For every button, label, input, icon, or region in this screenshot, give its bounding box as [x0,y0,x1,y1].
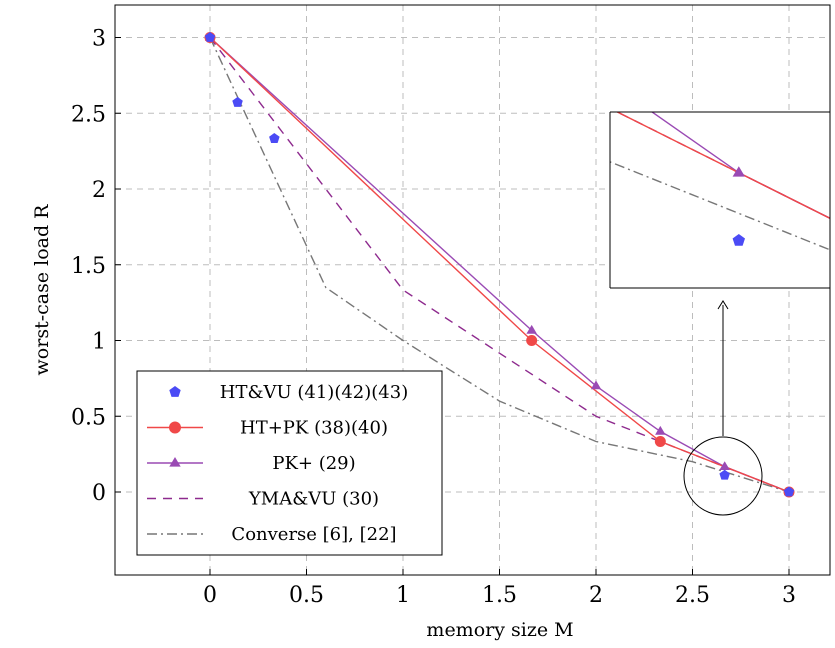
series-1-point-2 [654,436,666,448]
legend-label-3: YMA&VU (30) [248,489,379,510]
legend-entry-3: YMA&VU (30) [147,489,379,510]
legend-marker-0 [169,386,181,397]
x-axis-label: memory size M [426,619,573,641]
legend-entry-4: Converse [6], [22] [147,524,397,545]
y-tick-label-3: 1.5 [71,254,106,279]
series-2-point-4 [719,461,730,470]
x-tick-label-2: 1 [396,583,410,608]
x-tick-label-6: 3 [782,583,796,608]
zoom-circle [683,436,763,516]
legend: HT&VU (41)(42)(43) HT+PK (38)(40) PK+ (29)… [136,370,443,556]
series-0-point-1 [232,96,243,107]
y-tick-label-6: 3 [92,27,106,52]
series-layer [204,32,795,498]
series-0-point-2 [269,133,280,143]
legend-entry-0: HT&VU (41)(42)(43) [169,382,408,403]
series-0-point-3 [719,469,730,480]
y-tick-label-0: 0 [92,481,106,506]
zoom-arrow-head [717,300,729,310]
legend-label-4: Converse [6], [22] [231,524,396,545]
zoom-inset [609,111,835,289]
series-line-3 [209,37,790,493]
zoom-annotation [683,300,763,516]
series-0-point-0 [204,32,216,42]
inset-background [610,112,835,288]
legend-marker-2 [169,457,181,467]
inset-plot [610,112,830,251]
legend-label-1: HT+PK (38)(40) [240,418,388,439]
series-2-point-2 [590,380,602,390]
y-tick-label-1: 0.5 [71,405,106,430]
legend-marker-1 [169,421,181,434]
y-tick-label-4: 2 [92,178,106,203]
series-0-point-4 [783,486,795,497]
legend-entry-1: HT+PK (38)(40) [147,418,388,439]
inset-series-2-point-4 [732,166,745,177]
y-axis-label: worst-case load R [31,204,53,376]
x-tick-label-4: 2 [589,583,603,608]
series-line-4 [209,37,790,493]
legend-label-2: PK+ (29) [272,453,355,474]
ticks: 0 0.5 1 1.5 2 2.5 3 0 0.5 1 1.5 2 2.5 3 [71,27,796,609]
legend-entry-2: PK+ (29) [147,453,356,474]
x-tick-label-0: 0 [203,583,217,608]
y-tick-label-2: 1 [92,330,106,355]
legend-label-0: HT&VU (41)(42)(43) [220,382,408,403]
x-tick-label-3: 1.5 [482,583,517,608]
plot-frame [114,4,831,576]
y-tick-label-5: 2.5 [71,102,106,127]
inset-series-0-point-3 [732,234,745,246]
series-2-point-3 [655,425,666,435]
series-2-point-1 [526,324,537,334]
x-tick-label-1: 0.5 [289,583,324,608]
series-1-point-1 [526,335,538,346]
x-tick-label-5: 2.5 [675,583,710,608]
